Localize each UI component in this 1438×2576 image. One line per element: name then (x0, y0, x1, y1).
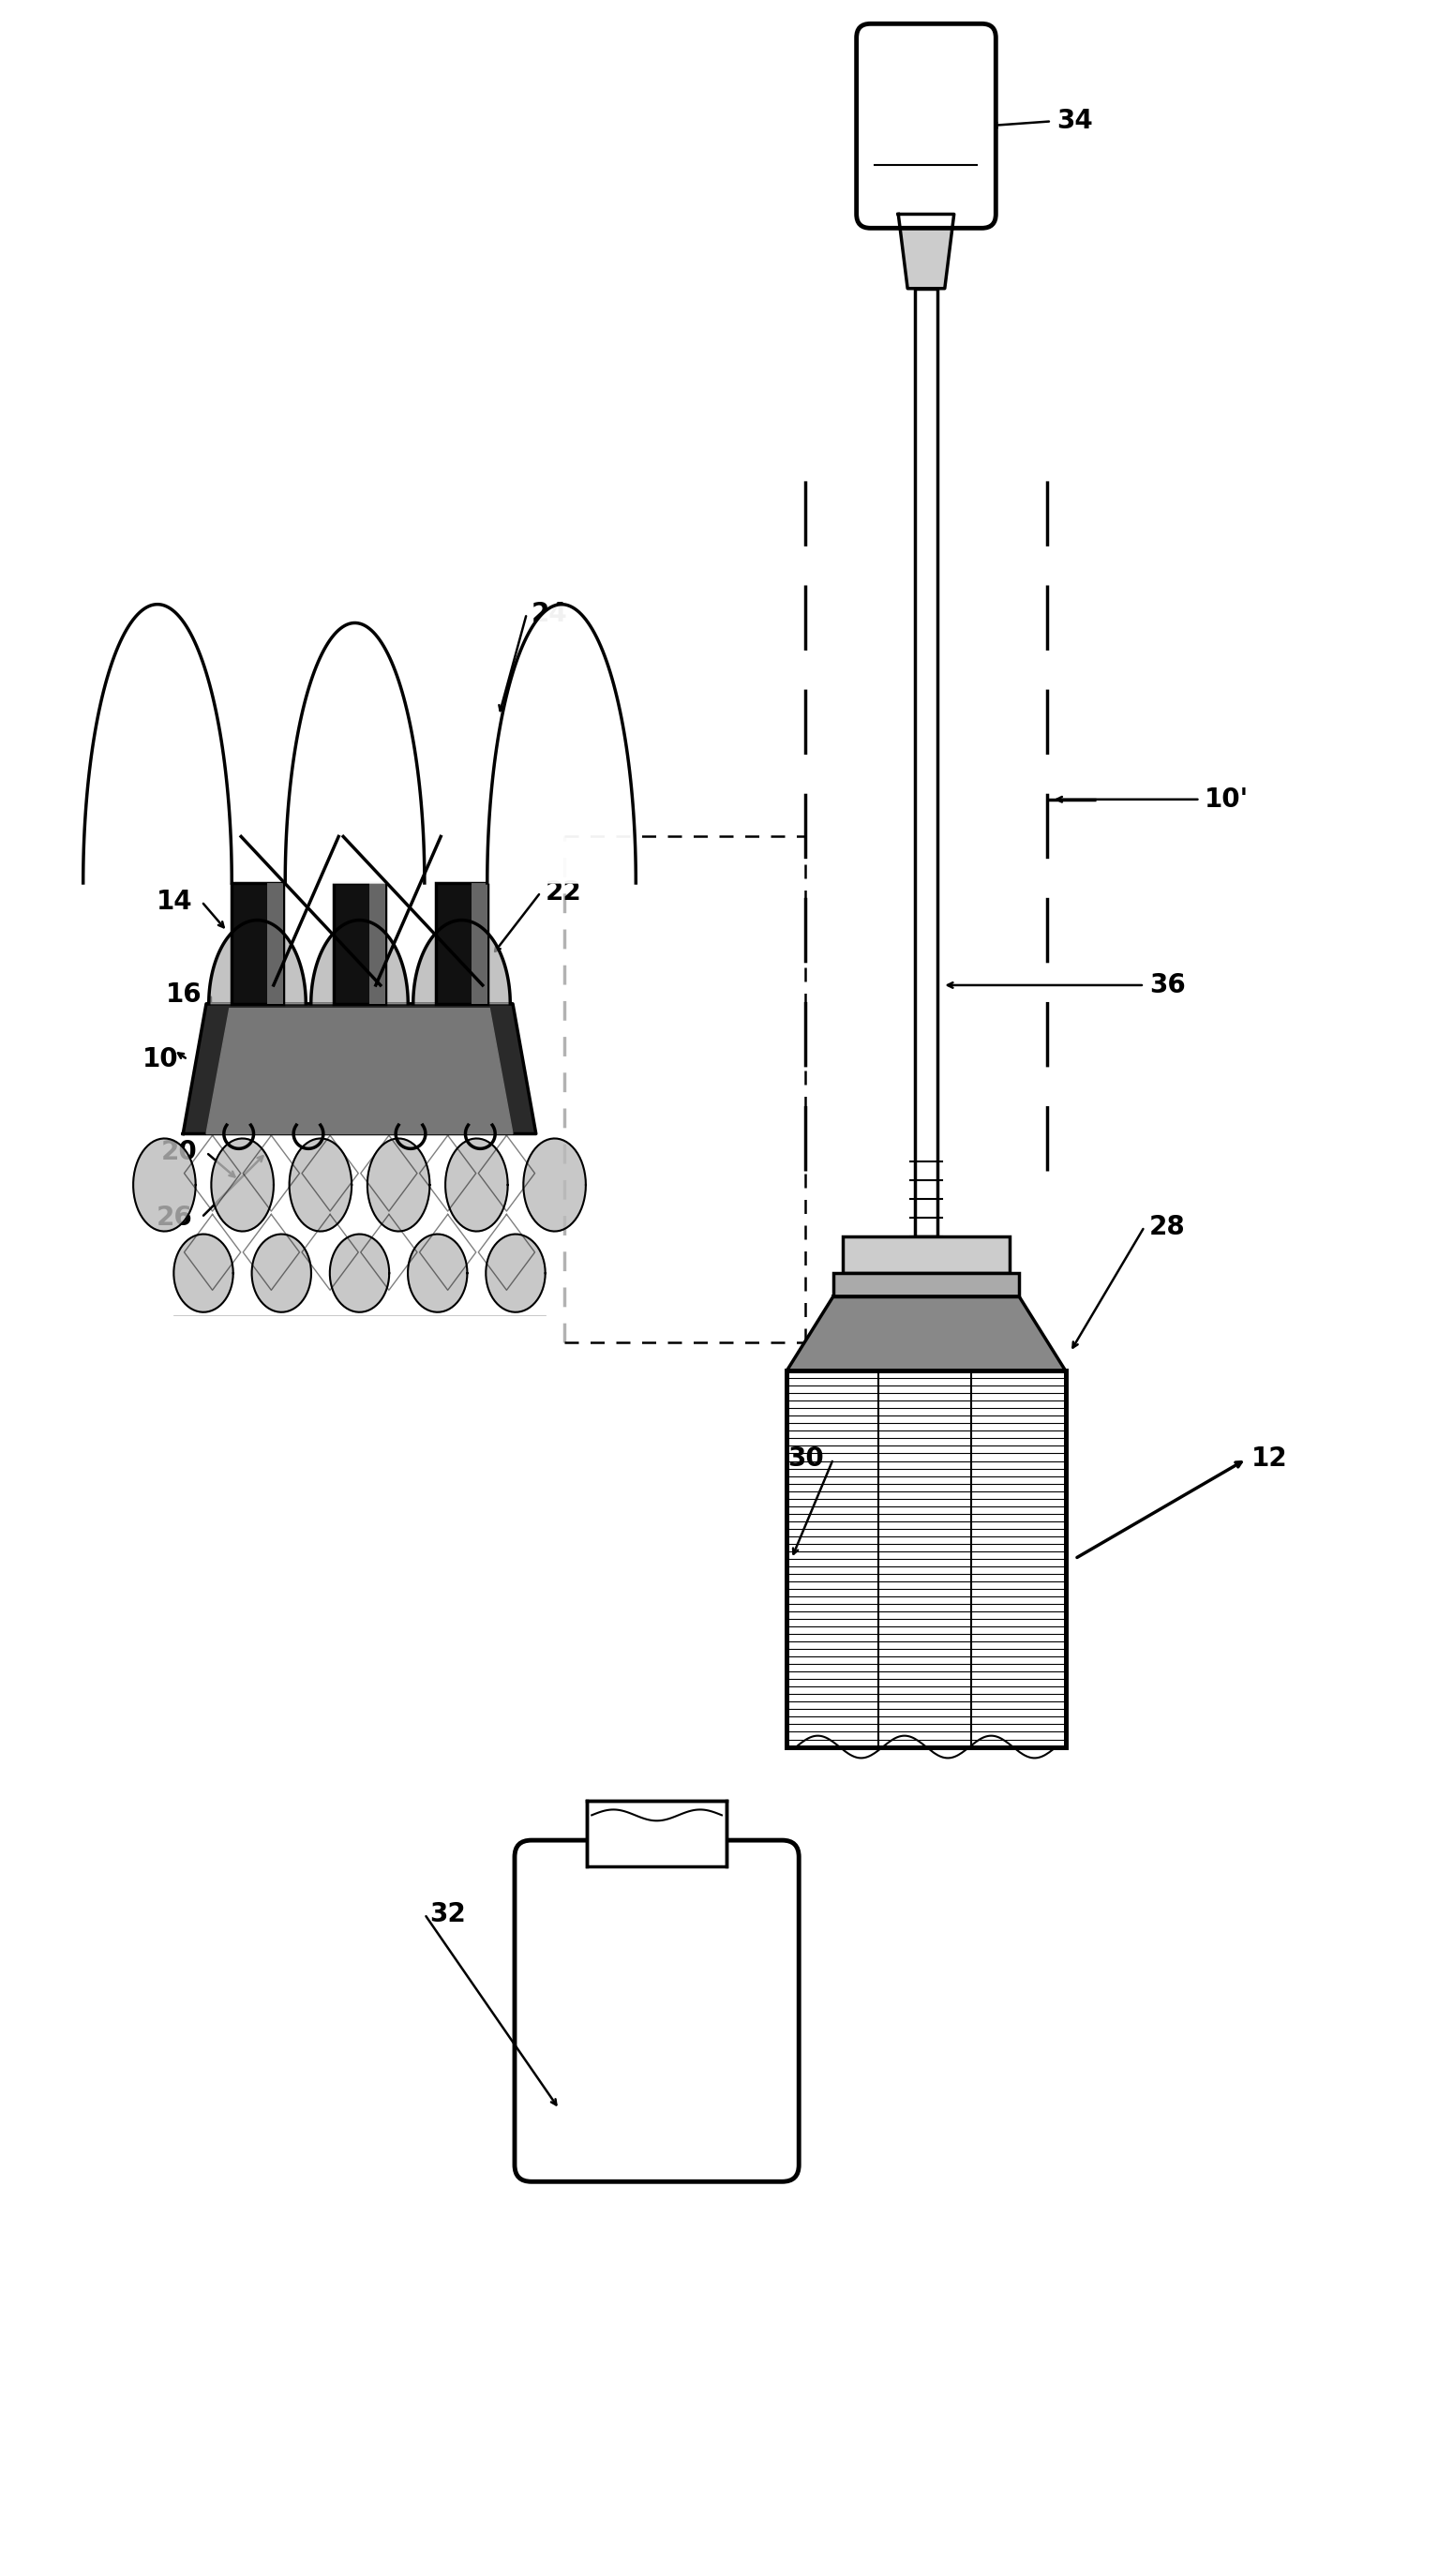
Bar (833, 1273, 1020, 1296)
Polygon shape (211, 1139, 273, 1231)
Polygon shape (289, 1139, 352, 1231)
Polygon shape (899, 214, 953, 289)
Polygon shape (285, 623, 424, 884)
Polygon shape (252, 1234, 311, 1311)
Bar (232, 884, 283, 1005)
Polygon shape (523, 1139, 585, 1231)
Text: 22: 22 (545, 878, 581, 904)
Text: 10': 10' (1205, 786, 1250, 811)
Text: 34: 34 (1055, 108, 1093, 134)
Text: 14: 14 (157, 889, 193, 914)
Polygon shape (787, 1296, 1066, 1370)
Polygon shape (206, 1007, 513, 1133)
Polygon shape (408, 1234, 467, 1311)
Bar (843, 1236, 1009, 1273)
Polygon shape (134, 1139, 196, 1231)
Text: 16: 16 (165, 981, 201, 1007)
Bar (472, 884, 487, 1005)
Text: 36: 36 (1149, 971, 1185, 999)
Polygon shape (83, 605, 232, 884)
Polygon shape (209, 920, 306, 1005)
Text: 20: 20 (161, 1139, 197, 1164)
Text: 26: 26 (155, 1203, 193, 1231)
Polygon shape (329, 1234, 390, 1311)
Polygon shape (486, 1234, 545, 1311)
Text: 24: 24 (532, 600, 568, 626)
FancyBboxPatch shape (857, 23, 997, 229)
Polygon shape (183, 1005, 536, 1133)
Text: 10: 10 (142, 1046, 178, 1072)
Text: 32: 32 (429, 1901, 466, 1927)
FancyBboxPatch shape (515, 1839, 800, 2182)
Polygon shape (413, 920, 510, 1005)
Bar (370, 884, 385, 1005)
Text: 12: 12 (1251, 1445, 1287, 1471)
Text: 30: 30 (788, 1445, 824, 1471)
Polygon shape (174, 1234, 233, 1311)
Bar (787, 1370, 1066, 1747)
Bar (267, 884, 283, 1005)
Polygon shape (311, 920, 408, 1005)
Bar (334, 884, 385, 1005)
Bar (587, 1801, 726, 1865)
Text: 28: 28 (1149, 1213, 1185, 1239)
Polygon shape (487, 605, 636, 884)
Bar (915, 289, 938, 1236)
Polygon shape (446, 1139, 508, 1231)
Bar (436, 884, 487, 1005)
Polygon shape (367, 1139, 430, 1231)
